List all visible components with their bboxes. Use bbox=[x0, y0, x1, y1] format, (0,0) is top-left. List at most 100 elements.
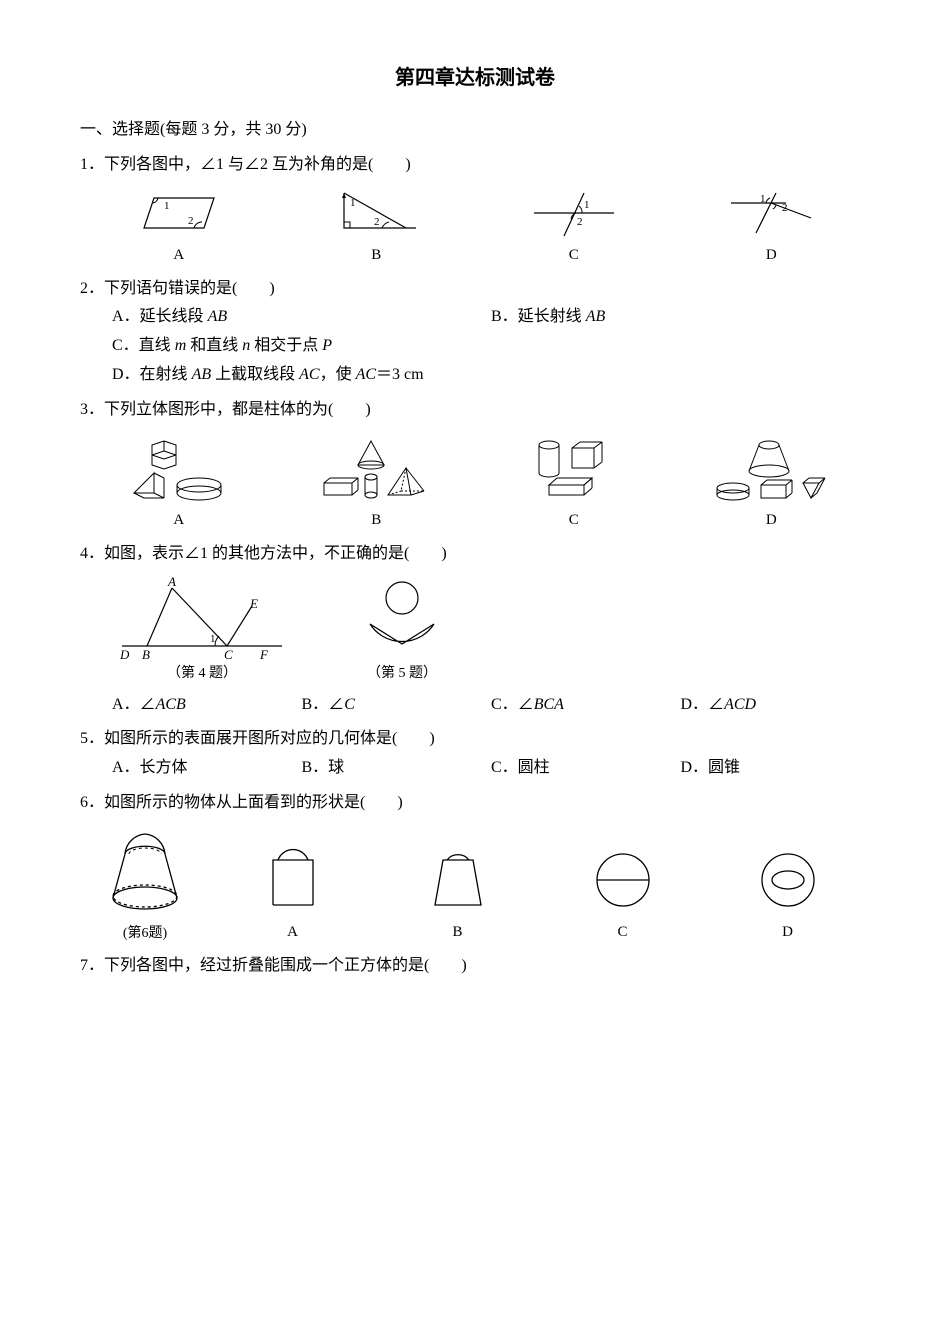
q3-fig-a: A bbox=[80, 433, 278, 534]
q2-d-mid2: ，使 bbox=[320, 366, 356, 383]
question-3: 3．下列立体图形中，都是柱体的为( ) bbox=[80, 396, 870, 534]
q1-fig-b: 1 2 B bbox=[278, 188, 476, 269]
q2-c-pre: C．直线 bbox=[112, 337, 175, 354]
question-1: 1．下列各图中，∠1 与∠2 互为补角的是( ) 1 2 A 1 2 B bbox=[80, 151, 870, 269]
svg-text:C: C bbox=[224, 647, 233, 661]
q4-caption: （第 4 题） bbox=[112, 661, 292, 686]
q4-b-pre: B．∠ bbox=[302, 696, 345, 713]
q5-fig: （第 5 题） bbox=[352, 576, 452, 686]
q6-label-d: D bbox=[705, 919, 870, 946]
svg-text:F: F bbox=[259, 647, 269, 661]
q1-svg-a: 1 2 bbox=[134, 188, 224, 238]
q5-opt-d: D．圆锥 bbox=[681, 754, 871, 783]
svg-text:2: 2 bbox=[374, 216, 380, 228]
q6-object: (第6题) bbox=[80, 826, 210, 946]
q6-label-c: C bbox=[540, 919, 705, 946]
q5-opt-a: A．长方体 bbox=[112, 754, 302, 783]
q1-label-d: D bbox=[673, 242, 871, 269]
q3-label-c: C bbox=[475, 507, 673, 534]
q4-opt-a: A．∠ACB bbox=[112, 691, 302, 720]
svg-text:D: D bbox=[119, 647, 130, 661]
q3-svg-a bbox=[124, 433, 234, 503]
q2-options-row1: A．延长线段 AB B．延长射线 AB bbox=[112, 303, 870, 332]
q3-fig-d: D bbox=[673, 433, 871, 534]
q4-a-pre: A．∠ bbox=[112, 696, 156, 713]
q1-fig-c: 1 2 C bbox=[475, 188, 673, 269]
q2-c-p: P bbox=[322, 337, 332, 354]
question-6: 6．如图所示的物体从上面看到的形状是( ) (第6题) A bbox=[80, 789, 870, 946]
svg-text:2: 2 bbox=[188, 215, 194, 227]
q2-d-pre: D．在射线 bbox=[112, 366, 192, 383]
q4-b-ital: C bbox=[344, 696, 355, 713]
q6-text: 6．如图所示的物体从上面看到的形状是( ) bbox=[80, 789, 870, 818]
q4-c-ital: BCA bbox=[534, 696, 564, 713]
q6-fig-a: A bbox=[210, 835, 375, 946]
q4-opt-d: D．∠ACD bbox=[681, 691, 871, 720]
q3-fig-c: C bbox=[475, 433, 673, 534]
q3-svg-b bbox=[316, 433, 436, 503]
svg-text:2: 2 bbox=[577, 216, 583, 228]
svg-text:1: 1 bbox=[164, 200, 170, 212]
q2-d-ac: AC bbox=[299, 366, 319, 383]
q1-svg-d: 1 2 bbox=[726, 188, 816, 238]
q3-fig-b: B bbox=[278, 433, 476, 534]
q6-svg-c bbox=[583, 835, 663, 915]
q1-svg-c: 1 2 bbox=[529, 188, 619, 238]
q1-svg-b: 1 2 bbox=[326, 188, 426, 238]
q6-svg-a bbox=[258, 835, 328, 915]
q2-d-ac2: AC bbox=[356, 366, 376, 383]
q1-label-b: B bbox=[278, 242, 476, 269]
q4-svg: A E D B C F 1 bbox=[112, 576, 292, 661]
q2-a-ital: AB bbox=[208, 308, 228, 325]
q3-text: 3．下列立体图形中，都是柱体的为( ) bbox=[80, 396, 870, 425]
q7-text: 7．下列各图中，经过折叠能围成一个正方体的是( ) bbox=[80, 952, 870, 981]
q5-options: A．长方体 B．球 C．圆柱 D．圆锥 bbox=[112, 754, 870, 783]
q6-fig-b: B bbox=[375, 835, 540, 946]
q4-a-ital: ACB bbox=[156, 696, 186, 713]
q6-fig-d: D bbox=[705, 835, 870, 946]
q2-opt-d: D．在射线 AB 上截取线段 AC，使 AC＝3 cm bbox=[112, 361, 870, 390]
svg-text:B: B bbox=[142, 647, 150, 661]
q1-label-a: A bbox=[80, 242, 278, 269]
q5-caption: （第 5 题） bbox=[352, 661, 452, 686]
q6-label-b: B bbox=[375, 919, 540, 946]
q2-d-mid: 上截取线段 bbox=[211, 366, 299, 383]
question-2: 2．下列语句错误的是( ) A．延长线段 AB B．延长射线 AB C．直线 m… bbox=[80, 275, 870, 390]
svg-text:1: 1 bbox=[760, 193, 766, 205]
q3-figures: A bbox=[80, 433, 870, 534]
q4-d-ital: ACD bbox=[724, 696, 756, 713]
q5-opt-b: B．球 bbox=[302, 754, 492, 783]
q1-label-c: C bbox=[475, 242, 673, 269]
q2-c-m: m bbox=[175, 337, 187, 354]
q4-text: 4．如图，表示∠1 的其他方法中，不正确的是( ) bbox=[80, 540, 870, 569]
question-7: 7．下列各图中，经过折叠能围成一个正方体的是( ) bbox=[80, 952, 870, 981]
q4-d-pre: D．∠ bbox=[681, 696, 725, 713]
q6-svg-object bbox=[95, 826, 195, 921]
q6-svg-d bbox=[748, 835, 828, 915]
q3-svg-d bbox=[711, 433, 831, 503]
question-5: 5．如图所示的表面展开图所对应的几何体是( ) A．长方体 B．球 C．圆柱 D… bbox=[80, 725, 870, 783]
q6-fig-c: C bbox=[540, 835, 705, 946]
svg-text:1: 1 bbox=[584, 199, 590, 211]
svg-text:1: 1 bbox=[210, 633, 216, 645]
q5-opt-c: C．圆柱 bbox=[491, 754, 681, 783]
svg-text:2: 2 bbox=[782, 202, 788, 214]
q6-figures: (第6题) A B C bbox=[80, 826, 870, 946]
q4-c-pre: C．∠ bbox=[491, 696, 534, 713]
q1-fig-d: 1 2 D bbox=[673, 188, 871, 269]
q3-label-d: D bbox=[673, 507, 871, 534]
q4-options: A．∠ACB B．∠C C．∠BCA D．∠ACD bbox=[112, 691, 870, 720]
question-4: 4．如图，表示∠1 的其他方法中，不正确的是( ) A E D B C F 1 … bbox=[80, 540, 870, 720]
q2-opt-c: C．直线 m 和直线 n 相交于点 P bbox=[112, 332, 870, 361]
section-heading: 一、选择题(每题 3 分，共 30 分) bbox=[80, 116, 870, 145]
q2-b-ital: AB bbox=[586, 308, 606, 325]
svg-text:E: E bbox=[249, 596, 258, 611]
q2-c-post: 相交于点 bbox=[250, 337, 322, 354]
q2-opt-a: A．延长线段 AB bbox=[112, 303, 491, 332]
svg-text:A: A bbox=[167, 576, 176, 589]
q3-label-b: B bbox=[278, 507, 476, 534]
q2-d-post: ＝3 cm bbox=[376, 366, 424, 383]
q4-opt-b: B．∠C bbox=[302, 691, 492, 720]
q2-c-mid: 和直线 bbox=[186, 337, 242, 354]
q4-figures: A E D B C F 1 （第 4 题） （第 5 题） bbox=[112, 576, 870, 686]
